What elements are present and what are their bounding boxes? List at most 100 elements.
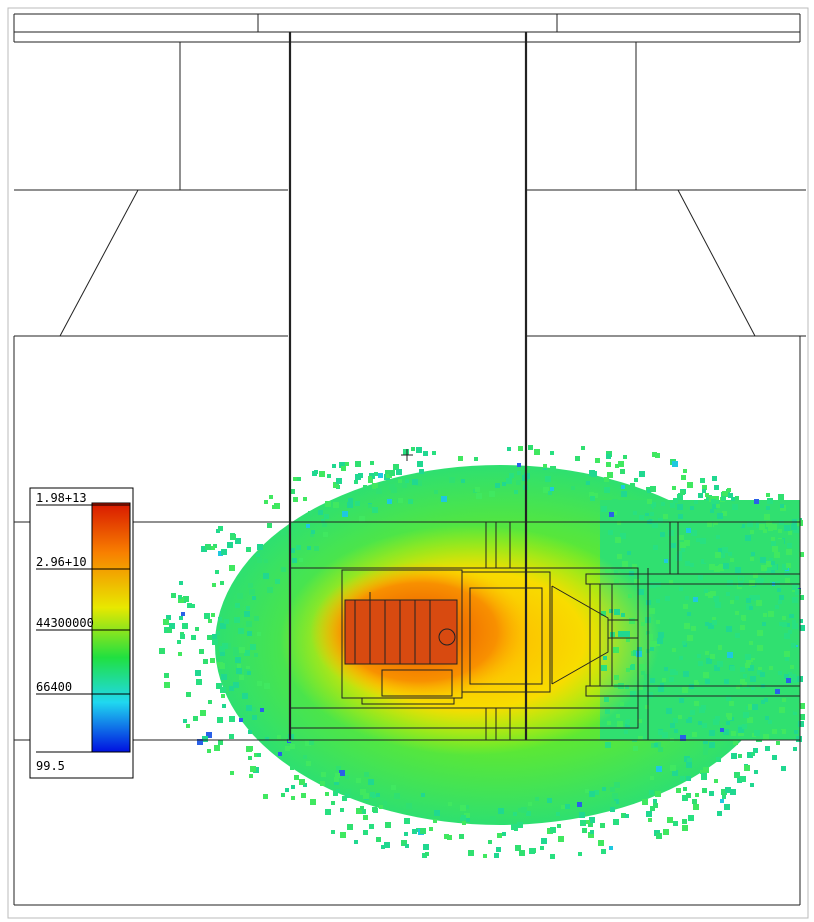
flux-speckle xyxy=(235,657,241,663)
flux-speckle xyxy=(714,779,718,783)
flux-speckle xyxy=(237,593,243,599)
flux-speckle xyxy=(466,818,470,822)
flux-speckle xyxy=(649,790,654,795)
flux-speckle xyxy=(281,793,285,797)
flux-speckle xyxy=(727,488,731,492)
flux-speckle xyxy=(314,546,319,551)
flux-speckle xyxy=(721,496,726,501)
flux-speckle xyxy=(291,796,295,800)
flux-speckle xyxy=(246,547,250,551)
flux-speckle xyxy=(398,479,402,483)
flux-speckle xyxy=(690,563,694,567)
flux-speckle xyxy=(230,534,236,540)
flux-speckle xyxy=(347,824,353,830)
flux-speckle xyxy=(754,770,758,774)
flux-speckle xyxy=(586,481,590,485)
flux-speckle xyxy=(398,498,403,503)
flux-speckle xyxy=(715,552,721,558)
flux-speckle xyxy=(743,688,749,694)
flux-speckle xyxy=(795,590,800,595)
flux-speckle xyxy=(679,698,684,703)
flux-speckle xyxy=(614,782,620,788)
flux-speckle xyxy=(561,805,565,809)
flux-speckle xyxy=(625,814,629,818)
flux-speckle xyxy=(784,651,790,657)
flux-speckle xyxy=(200,710,206,716)
flux-speckle xyxy=(384,842,390,848)
flux-speckle xyxy=(611,503,615,507)
flux-speckle xyxy=(376,793,380,797)
flux-speckle xyxy=(754,730,760,736)
flux-speckle xyxy=(655,453,660,458)
flux-speckle xyxy=(666,708,672,714)
flux-speckle xyxy=(299,558,303,562)
flux-speckle xyxy=(750,676,756,682)
flux-speckle xyxy=(332,464,336,468)
flux-speckle xyxy=(641,622,645,626)
flux-speckle xyxy=(636,651,642,657)
flux-speckle xyxy=(698,661,703,666)
flux-speckle xyxy=(495,483,500,488)
flux-speckle xyxy=(571,486,575,490)
flux-speckle xyxy=(611,801,616,806)
flux-speckle xyxy=(653,545,658,550)
flux-speckle xyxy=(701,774,707,780)
flux-speckle xyxy=(775,650,779,654)
flux-speckle xyxy=(621,613,625,617)
flux-speckle xyxy=(728,552,732,556)
flux-speckle xyxy=(222,704,226,708)
flux-speckle xyxy=(691,554,695,558)
flux-speckle xyxy=(765,716,769,720)
flux-speckle xyxy=(662,678,666,682)
flux-speckle xyxy=(267,587,273,593)
flux-speckle xyxy=(678,514,683,519)
flux-speckle xyxy=(768,526,773,531)
flux-speckle xyxy=(408,499,413,504)
flux-speckle xyxy=(264,683,270,689)
flux-speckle xyxy=(772,729,777,734)
flux-speckle xyxy=(776,741,780,745)
flux-speckle xyxy=(582,828,587,833)
flux-speckle xyxy=(694,701,699,706)
flux-speckle xyxy=(685,596,689,600)
flux-speckle xyxy=(496,847,501,852)
flux-speckle xyxy=(796,736,802,742)
flux-speckle xyxy=(722,645,728,651)
flux-speckle xyxy=(650,776,654,780)
flux-speckle xyxy=(403,449,409,455)
flux-speckle xyxy=(786,678,791,683)
flux-speckle xyxy=(606,454,611,459)
flux-speckle xyxy=(660,532,665,537)
flux-speckle xyxy=(617,721,623,727)
flux-speckle xyxy=(595,458,600,463)
flux-speckle xyxy=(672,648,676,652)
flux-speckle xyxy=(294,775,299,780)
flux-speckle xyxy=(614,579,619,584)
flux-speckle xyxy=(497,833,502,838)
flux-speckle xyxy=(775,689,780,694)
flux-speckle xyxy=(762,622,766,626)
flux-speckle xyxy=(586,820,590,824)
flux-speckle xyxy=(196,679,202,685)
flux-speckle xyxy=(167,628,172,633)
flux-speckle xyxy=(237,664,241,668)
flux-speckle xyxy=(218,740,223,745)
flux-speckle xyxy=(550,451,554,455)
flux-speckle xyxy=(649,555,655,561)
flux-speckle xyxy=(391,785,396,790)
flux-speckle xyxy=(297,477,301,481)
flux-speckle xyxy=(724,541,729,546)
flux-speckle xyxy=(630,483,635,488)
flux-speckle xyxy=(434,490,438,494)
flux-speckle xyxy=(358,473,363,478)
flux-speckle xyxy=(263,794,268,799)
flux-speckle xyxy=(543,464,547,468)
flux-speckle xyxy=(770,650,774,654)
flux-speckle xyxy=(336,478,342,484)
flux-speckle xyxy=(419,469,424,474)
flux-speckle xyxy=(690,506,694,510)
flux-speckle xyxy=(683,787,687,791)
flux-speckle xyxy=(656,620,660,624)
flux-speckle xyxy=(745,535,751,541)
flux-speckle xyxy=(705,651,709,655)
